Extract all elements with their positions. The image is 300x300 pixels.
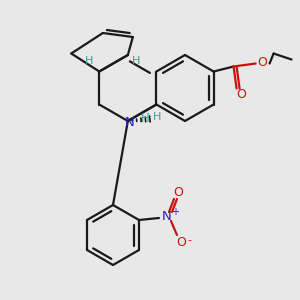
Text: N: N [162,211,172,224]
Text: O: O [176,236,186,248]
Text: H: H [140,112,149,125]
Text: O: O [258,56,268,69]
Text: N: N [125,116,135,128]
Text: H: H [153,112,161,122]
Text: H: H [85,56,94,67]
Text: H: H [132,56,140,66]
Text: O: O [237,88,247,101]
Text: -: - [187,235,191,245]
Text: O: O [173,185,183,199]
Text: +: + [171,207,179,217]
